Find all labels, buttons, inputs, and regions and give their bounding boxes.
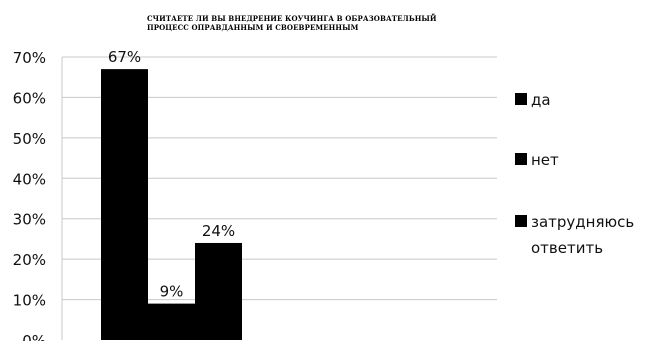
legend-swatch xyxy=(515,93,527,105)
legend-swatch xyxy=(515,153,527,165)
chart-title-line-2: ПРОЦЕСС ОПРАВДАННЫМ И СВОЕВРЕМЕННЫМ xyxy=(147,23,359,32)
data-label-1: 67% xyxy=(108,48,141,66)
data-label-3: 24% xyxy=(202,222,235,240)
legend-label: затрудняюсь xyxy=(531,213,634,231)
legend: да нет затрудняюсь ответить xyxy=(515,91,634,257)
y-tick-label: 30% xyxy=(13,211,46,229)
y-tick-label: 70% xyxy=(13,49,46,67)
y-tick-label: 50% xyxy=(13,130,46,148)
legend-label: нет xyxy=(531,151,559,169)
data-label-2: 9% xyxy=(160,283,184,301)
y-tick-label: 40% xyxy=(13,170,46,188)
bar-2 xyxy=(148,303,195,340)
chart-title-line-1: СЧИТАЕТЕ ЛИ ВЫ ВНЕДРЕНИЕ КОУЧИНГА В ОБРА… xyxy=(147,13,437,23)
y-tick-label: 0% xyxy=(22,332,46,341)
y-tick-label: 10% xyxy=(13,292,46,310)
bars xyxy=(101,69,242,340)
bar-3 xyxy=(195,242,242,340)
legend-label: да xyxy=(531,91,551,109)
y-axis-tick-labels: 0% 10% 20% 30% 40% 50% 60% 70% xyxy=(13,49,46,341)
y-tick-label: 60% xyxy=(13,89,46,107)
y-tick-label: 20% xyxy=(13,251,46,269)
legend-swatch xyxy=(515,215,527,227)
data-labels: 67% 9% 24% xyxy=(108,48,235,300)
legend-label: ответить xyxy=(531,239,603,257)
bar-1 xyxy=(101,69,148,340)
